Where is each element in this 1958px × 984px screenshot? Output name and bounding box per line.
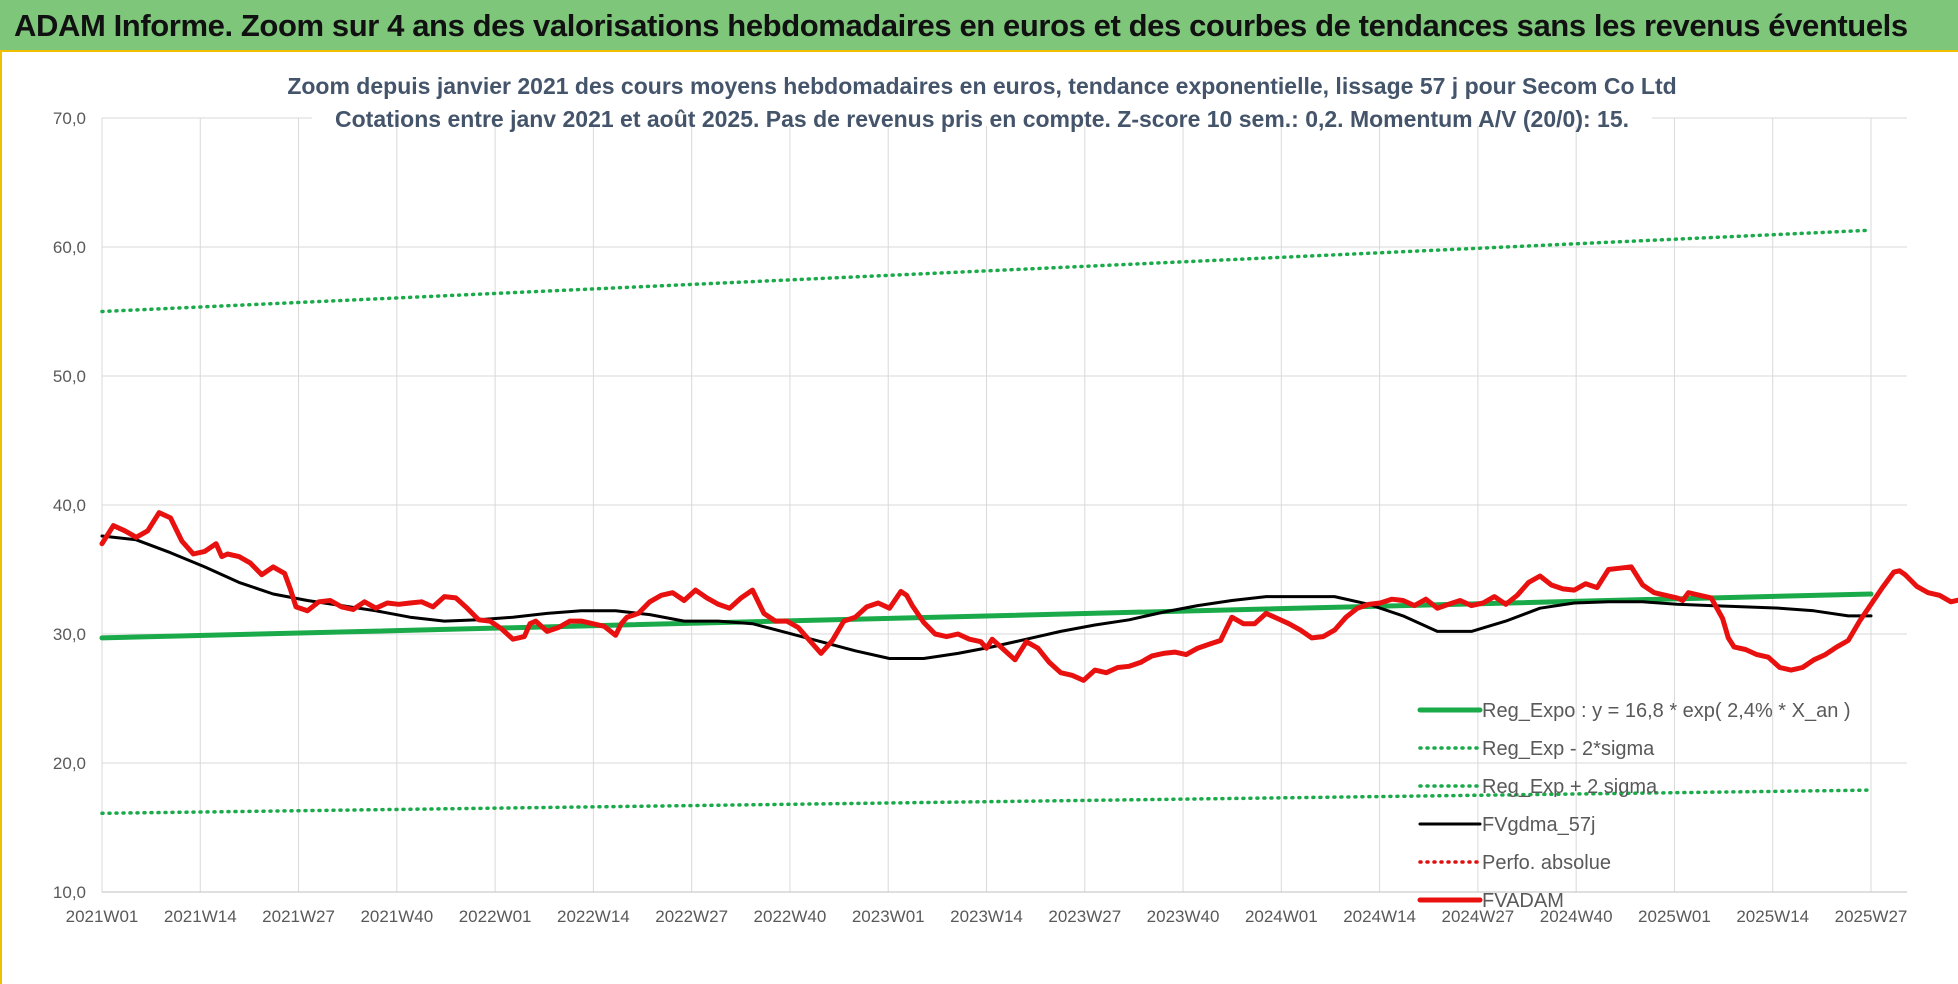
y-tick-label: 40,0	[53, 496, 86, 515]
x-tick-label: 2023W14	[950, 907, 1023, 926]
y-tick-label: 60,0	[53, 238, 86, 257]
x-tick-label: 2021W40	[360, 907, 433, 926]
x-tick-label: 2025W14	[1736, 907, 1809, 926]
series-line-0	[99, 591, 1874, 641]
series-line-5	[99, 510, 1958, 683]
legend-label: Perfo. absolue	[1482, 852, 1611, 874]
chart-area: 70,0 60,0 50,0 40,0 30,0 20,0 10,0 2021W01 2021…	[0, 52, 1958, 984]
x-tick-label: 2023W01	[852, 907, 925, 926]
report-title: ADAM Informe. Zoom sur 4 ans des valoris…	[14, 8, 1908, 43]
y-axis: 70,0 60,0 50,0 40,0 30,0 20,0 10,0	[53, 109, 86, 902]
x-tick-label: 2022W14	[557, 907, 630, 926]
chart-subtitle: Cotations entre janv 2021 et août 2025. …	[335, 106, 1629, 132]
x-tick-label: 2022W01	[459, 907, 532, 926]
chart-title: Zoom depuis janvier 2021 des cours moyen…	[287, 73, 1676, 99]
y-tick-label: 30,0	[53, 625, 86, 644]
chart-grid	[101, 117, 1907, 893]
x-tick-label: 2024W40	[1540, 907, 1613, 926]
x-tick-label: 2024W01	[1245, 907, 1318, 926]
legend-label: Reg_Exp - 2*sigma	[1482, 738, 1655, 760]
title-background	[312, 62, 1652, 126]
x-tick-label: 2021W14	[164, 907, 237, 926]
series-line-2	[100, 228, 1873, 314]
x-tick-label: 2024W14	[1343, 907, 1416, 926]
series-layer	[99, 228, 1958, 816]
y-tick-label: 20,0	[53, 754, 86, 773]
legend-label: FVgdma_57j	[1482, 814, 1595, 836]
x-tick-label: 2023W40	[1147, 907, 1220, 926]
y-tick-label: 70,0	[53, 109, 86, 128]
series-line-3	[100, 534, 1873, 660]
y-tick-label: 50,0	[53, 367, 86, 386]
x-tick-label: 2024W27	[1441, 907, 1514, 926]
chart-svg: 70,060,050,040,030,020,010,0 2021W01 2021…	[53, 62, 1958, 926]
legend-label: Reg_Exp + 2 sigma	[1482, 776, 1658, 798]
x-tick-label: 2025W27	[1835, 907, 1908, 926]
report-banner: ADAM Informe. Zoom sur 4 ans des valoris…	[0, 0, 1958, 52]
x-tick-label: 2022W27	[655, 907, 728, 926]
y-tick-label: 10,0	[53, 883, 86, 902]
x-tick-label: 2021W01	[66, 907, 139, 926]
legend-label: FVADAM	[1482, 890, 1564, 912]
chart-title-group: Zoom depuis janvier 2021 des cours moyen…	[287, 62, 1677, 132]
x-tick-label: 2025W01	[1638, 907, 1711, 926]
series-line-1	[100, 788, 1873, 816]
legend-label: Reg_Expo : y = 16,8 * exp( 2,4% * X_an )	[1482, 700, 1851, 722]
x-tick-label: 2023W27	[1048, 907, 1121, 926]
chart-legend: Reg_Expo : y = 16,8 * exp( 2,4% * X_an )…	[1417, 700, 1851, 912]
x-tick-label: 2022W40	[754, 907, 827, 926]
x-axis: 2021W01 2021W14 2021W27 2021W40 2022W01 2022W…	[66, 891, 1908, 926]
x-tick-label: 2021W27	[262, 907, 335, 926]
